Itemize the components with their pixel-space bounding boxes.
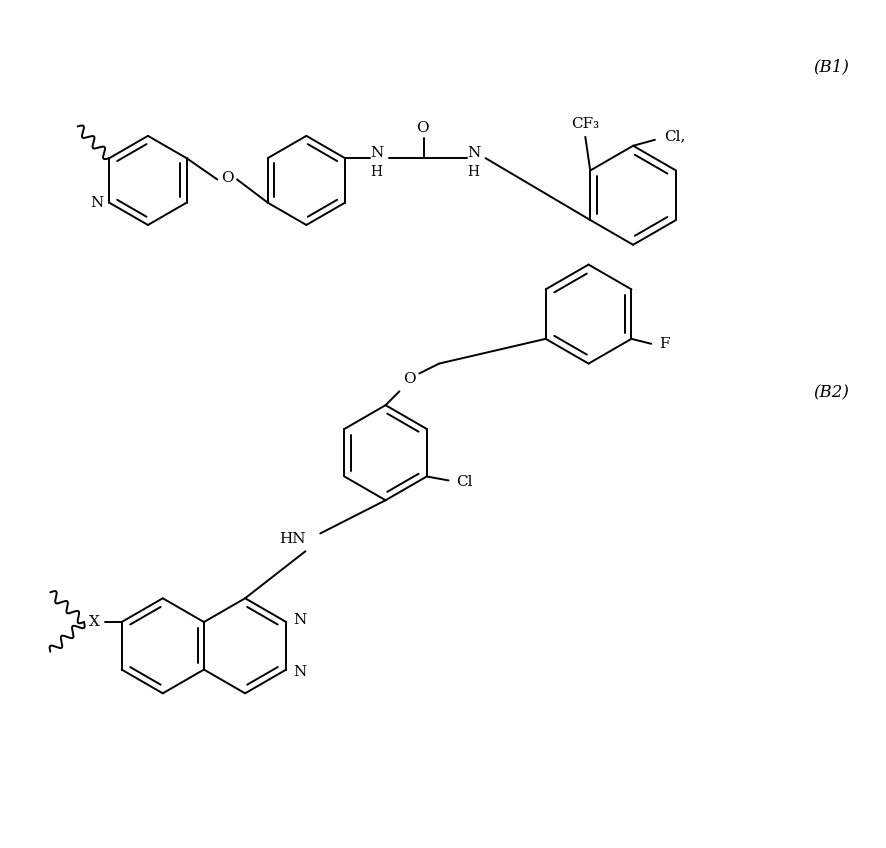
Text: O: O <box>402 372 416 387</box>
Text: H: H <box>467 165 479 179</box>
Text: CF₃: CF₃ <box>571 117 599 131</box>
Text: O: O <box>221 171 233 186</box>
Text: Cl: Cl <box>455 476 472 489</box>
Text: N: N <box>369 146 383 160</box>
Text: Cl,: Cl, <box>664 129 685 142</box>
Text: O: O <box>416 121 428 136</box>
Text: (B2): (B2) <box>812 385 848 402</box>
Text: X: X <box>89 615 99 629</box>
Text: N: N <box>293 613 307 627</box>
Text: HN: HN <box>279 533 306 546</box>
Text: N: N <box>90 196 104 209</box>
Text: (B1): (B1) <box>812 58 848 75</box>
Text: N: N <box>293 665 307 678</box>
Text: F: F <box>658 337 669 351</box>
Text: N: N <box>467 146 479 160</box>
Text: H: H <box>370 165 382 179</box>
